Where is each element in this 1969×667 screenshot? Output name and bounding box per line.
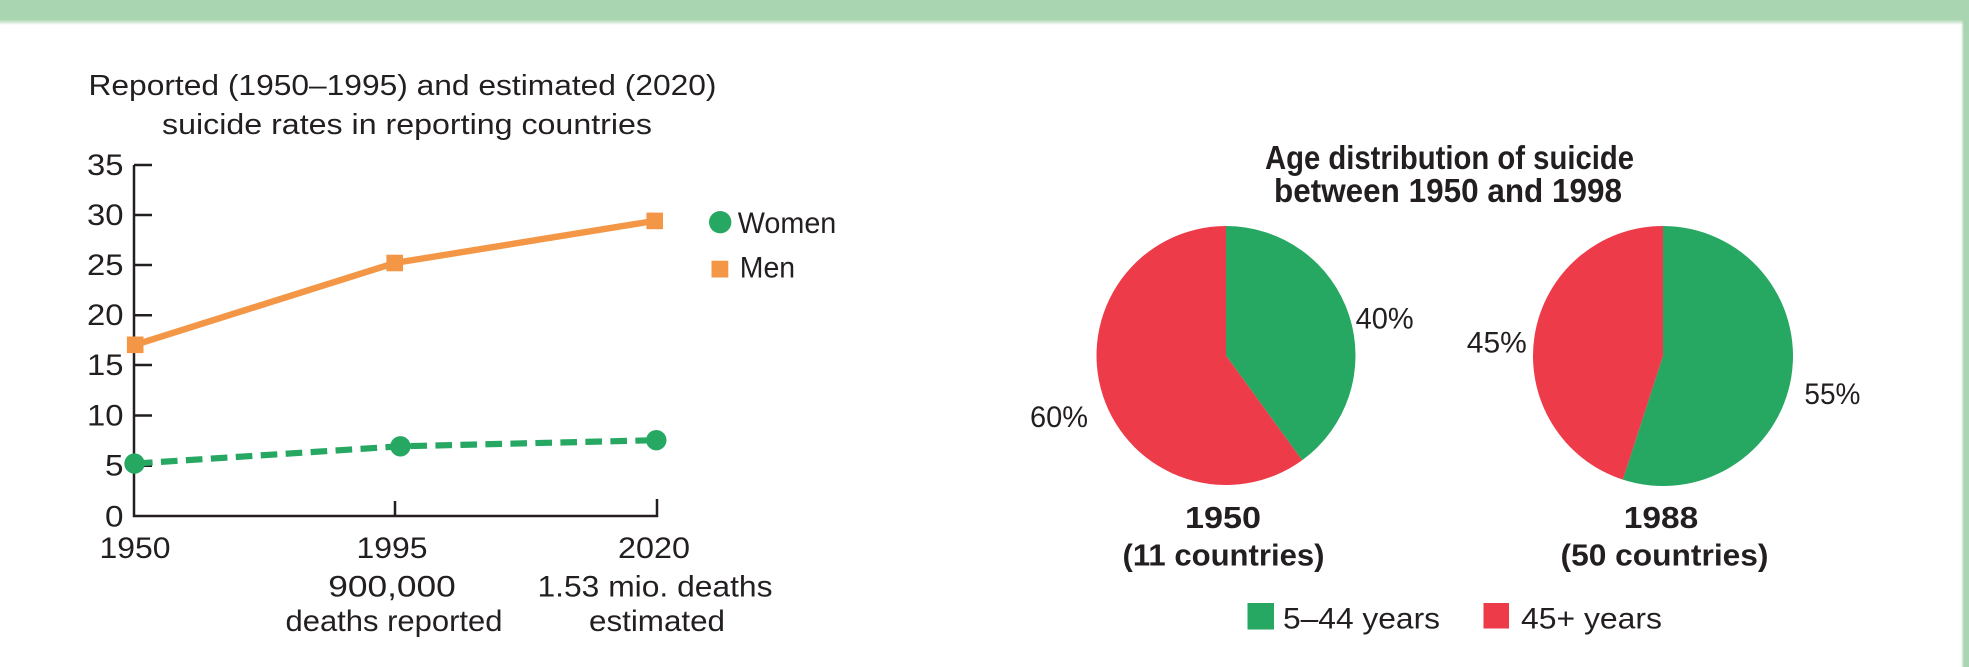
svg-text:25: 25 <box>87 249 124 282</box>
svg-text:35: 35 <box>87 149 124 182</box>
svg-text:10: 10 <box>87 400 124 433</box>
svg-text:45+ years: 45+ years <box>1521 603 1662 636</box>
svg-text:30: 30 <box>87 199 124 232</box>
svg-text:1995: 1995 <box>357 532 428 565</box>
svg-text:deaths reported: deaths reported <box>286 605 503 638</box>
svg-text:1950: 1950 <box>100 532 171 565</box>
svg-text:estimated: estimated <box>589 605 725 638</box>
svg-text:Reported (1950–1995) and estim: Reported (1950–1995) and estimated (2020… <box>89 70 717 102</box>
svg-text:2020: 2020 <box>618 532 690 565</box>
svg-text:1.53 mio. deaths: 1.53 mio. deaths <box>538 571 773 604</box>
svg-text:900,000: 900,000 <box>328 571 456 604</box>
svg-text:Age distribution of suicide: Age distribution of suicide <box>1265 139 1634 176</box>
svg-text:5: 5 <box>105 450 124 483</box>
svg-text:15: 15 <box>87 349 124 382</box>
svg-text:60%: 60% <box>1030 401 1088 434</box>
svg-text:1988: 1988 <box>1624 500 1699 535</box>
svg-text:40%: 40% <box>1356 302 1414 335</box>
svg-text:between 1950 and 1998: between 1950 and 1998 <box>1274 172 1622 209</box>
svg-text:(11 countries): (11 countries) <box>1123 538 1325 573</box>
svg-text:0: 0 <box>105 501 124 534</box>
svg-text:suicide rates in reporting cou: suicide rates in reporting countries <box>162 109 652 141</box>
svg-text:20: 20 <box>87 299 124 332</box>
svg-text:45%: 45% <box>1467 327 1527 360</box>
svg-text:Women: Women <box>738 207 837 240</box>
svg-text:Men: Men <box>740 252 795 285</box>
svg-text:(50 countries): (50 countries) <box>1561 538 1769 573</box>
svg-text:5–44 years: 5–44 years <box>1283 603 1440 636</box>
svg-text:55%: 55% <box>1804 378 1860 411</box>
svg-text:1950: 1950 <box>1185 500 1261 535</box>
